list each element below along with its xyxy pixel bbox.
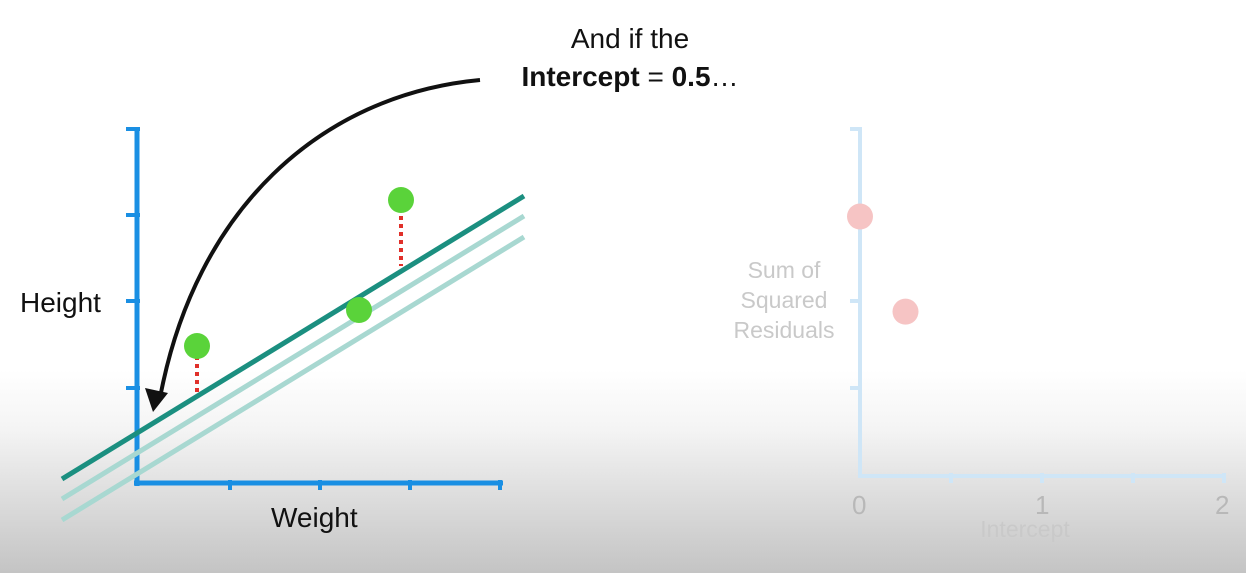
right-y-axis-label-line-1: Sum of [747, 257, 821, 283]
arrow-curve [158, 78, 481, 399]
caption-line-2: Intercept = 0.5… [480, 59, 780, 95]
left-x-axis-label: Weight [271, 502, 358, 533]
left-y-axis-label: Height [20, 287, 101, 318]
caption-intercept-value: 0.5 [671, 61, 711, 92]
right-y-axis-label-line-3: Residuals [733, 317, 835, 343]
caption-ellipsis: … [710, 61, 739, 92]
right-x-tick-label: 1 [1035, 490, 1050, 520]
data-point [184, 333, 210, 359]
right-y-axis-label: Sum of Squared Residuals [716, 255, 852, 345]
ssr-point [892, 298, 919, 325]
data-point [346, 297, 372, 323]
right-axes [850, 127, 1226, 483]
caption-line-1: And if the [570, 23, 690, 54]
ssr-point [847, 203, 873, 230]
previous-fit-line [60, 234, 526, 523]
left-axes [126, 127, 503, 490]
previous-fit-line [60, 213, 526, 502]
current-fit-line [60, 193, 526, 482]
right-x-tick-label: 2 [1215, 490, 1230, 520]
caption-equals: = [639, 61, 672, 92]
data-point [388, 187, 414, 213]
right-y-axis-label-line-2: Squared [740, 287, 828, 313]
right-x-tick-label: 0 [852, 490, 867, 520]
caption-intercept-word: Intercept [521, 61, 640, 92]
right-x-axis-label: Intercept [980, 516, 1070, 542]
arrow-head [145, 388, 168, 412]
ssr-points [847, 203, 919, 325]
